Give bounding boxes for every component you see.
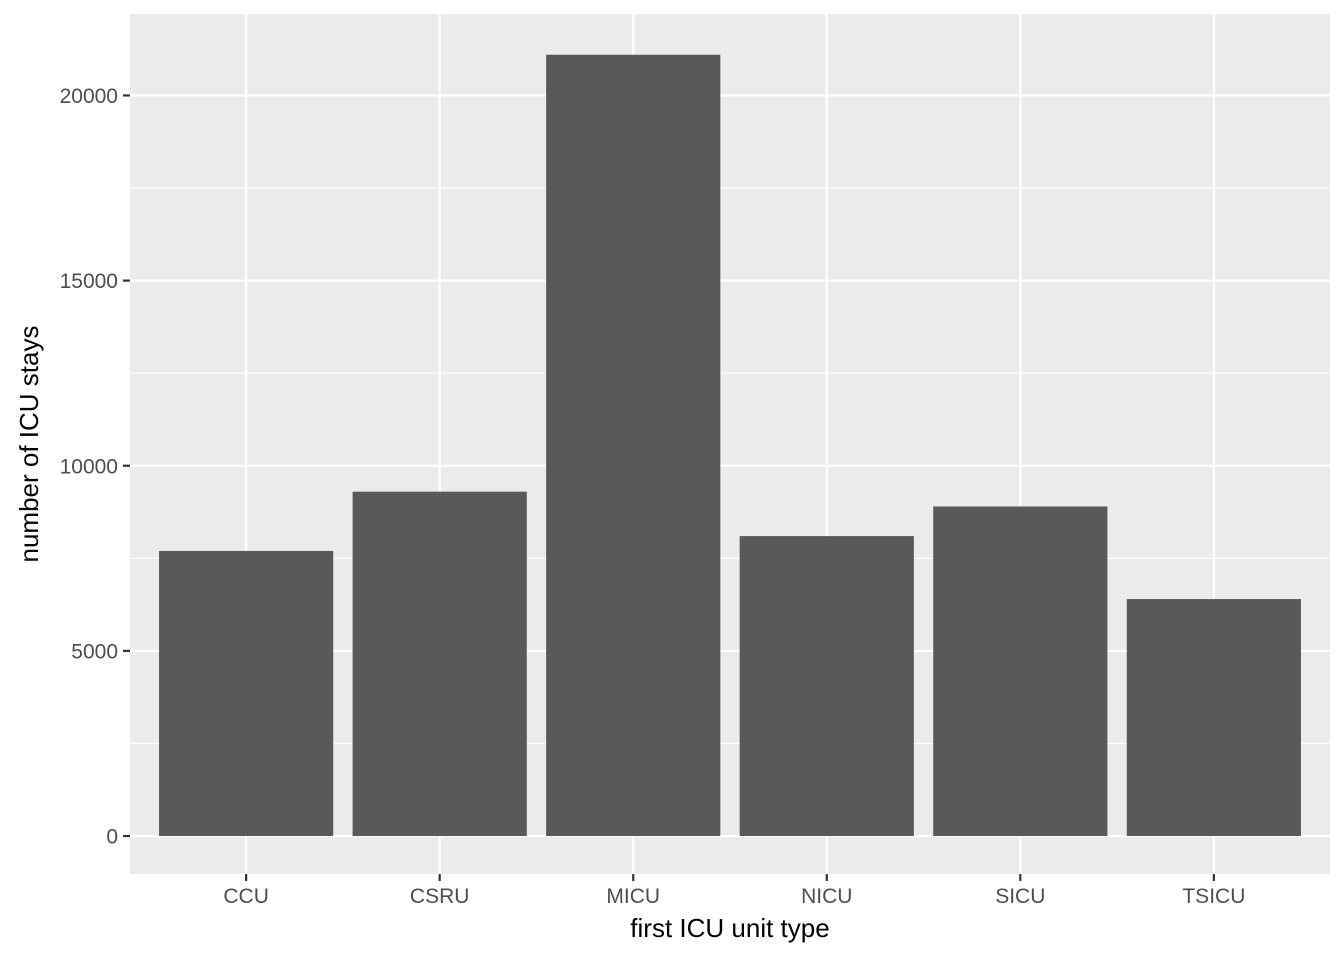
bar-nicu [739, 536, 914, 837]
x-tick-label: NICU [801, 885, 852, 908]
y-axis: 0 5000 10000 15000 20000 [60, 85, 130, 849]
x-tick-label: MICU [606, 885, 660, 908]
y-tick-label: 5000 [71, 640, 118, 663]
x-axis: CCU CSRU MICU NICU SICU TSICU [223, 874, 1245, 908]
y-tick-label: 15000 [60, 270, 118, 293]
bar-tsicu [1126, 599, 1301, 837]
bar-sicu [933, 506, 1108, 837]
y-axis-title: number of ICU stays [14, 326, 44, 563]
y-tick-label: 20000 [60, 85, 118, 108]
x-axis-title: first ICU unit type [630, 913, 829, 943]
y-tick-label: 10000 [60, 455, 118, 478]
bar-csru [352, 491, 527, 837]
bars [159, 54, 1301, 837]
y-tick-label: 0 [106, 826, 118, 849]
x-tick-label: SICU [995, 885, 1045, 908]
x-tick-label: CSRU [410, 885, 470, 908]
bar-ccu [159, 550, 334, 837]
x-tick-label: TSICU [1182, 885, 1245, 908]
bar-micu [546, 54, 721, 837]
x-tick-label: CCU [223, 885, 269, 908]
